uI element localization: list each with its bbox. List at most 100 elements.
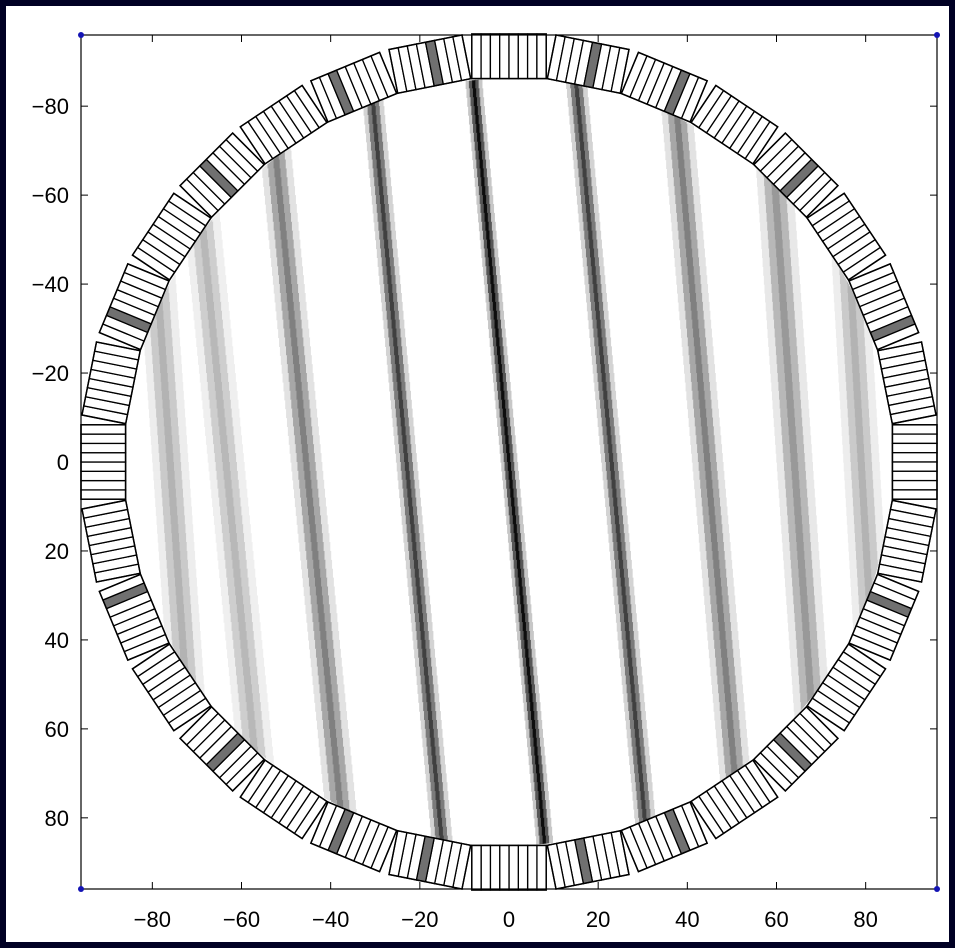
detector-element bbox=[526, 33, 538, 80]
y-tick-label: 60 bbox=[45, 717, 69, 742]
detector-element bbox=[489, 844, 501, 891]
detector-module-outline bbox=[876, 341, 937, 425]
detector-module-outline bbox=[98, 262, 170, 351]
detector-module bbox=[388, 34, 472, 95]
detector-module bbox=[80, 424, 127, 500]
detector-module-outline bbox=[131, 643, 212, 732]
detector-module bbox=[690, 759, 779, 840]
detector-element bbox=[80, 452, 127, 463]
detector-module-outline bbox=[471, 844, 547, 891]
detector-element bbox=[80, 489, 127, 500]
detector-module bbox=[471, 844, 547, 891]
detector-module-outline bbox=[131, 192, 212, 281]
detector-ring bbox=[80, 33, 938, 891]
detector-module-outline bbox=[690, 759, 779, 840]
detector-module bbox=[620, 51, 709, 123]
detector-module-outline bbox=[178, 705, 266, 793]
detector-module bbox=[81, 499, 142, 583]
detector-element bbox=[499, 844, 510, 891]
detector-module-outline bbox=[239, 759, 328, 840]
corner-marker bbox=[934, 32, 940, 38]
detector-element bbox=[80, 424, 127, 435]
y-tick-label: −40 bbox=[32, 272, 69, 297]
detector-module bbox=[546, 34, 630, 95]
y-tick-label: −60 bbox=[32, 183, 69, 208]
detector-element bbox=[517, 844, 529, 891]
detector-module-outline bbox=[546, 34, 630, 95]
detector-element bbox=[508, 844, 519, 891]
fringe-stripe bbox=[465, 79, 553, 846]
x-tick-label: −80 bbox=[134, 907, 171, 932]
detector-module bbox=[388, 829, 472, 890]
detector-module-outline bbox=[876, 499, 937, 583]
detector-module-outline bbox=[752, 705, 840, 793]
detector-element bbox=[80, 442, 127, 454]
detector-module bbox=[178, 705, 266, 793]
detector-module-outline bbox=[309, 51, 398, 123]
x-tick-label: −60 bbox=[223, 907, 260, 932]
detector-element bbox=[891, 442, 938, 454]
detector-module-outline bbox=[690, 84, 779, 165]
detector-module bbox=[690, 84, 779, 165]
detector-module bbox=[620, 801, 709, 873]
x-tick-label: −20 bbox=[401, 907, 438, 932]
detector-element bbox=[480, 33, 492, 80]
detector-module bbox=[81, 341, 142, 425]
detector-module bbox=[239, 759, 328, 840]
detector-element bbox=[517, 33, 529, 80]
y-tick-label: 0 bbox=[57, 450, 69, 475]
detector-module-outline bbox=[309, 801, 398, 873]
detector-module-outline bbox=[848, 573, 920, 662]
detector-element bbox=[536, 33, 547, 80]
detector-module-outline bbox=[620, 51, 709, 123]
corner-marker bbox=[934, 886, 940, 892]
x-tick-label: 20 bbox=[586, 907, 610, 932]
detector-module-outline bbox=[620, 801, 709, 873]
detector-module bbox=[806, 192, 887, 281]
detector-module bbox=[98, 573, 170, 662]
detector-module-outline bbox=[178, 131, 266, 219]
detector-module bbox=[98, 262, 170, 351]
detector-element bbox=[891, 452, 938, 463]
detector-module-outline bbox=[239, 84, 328, 165]
detector-module-outline bbox=[81, 499, 142, 583]
detector-module-outline bbox=[546, 829, 630, 890]
detector-module-outline bbox=[471, 33, 547, 80]
detector-module-outline bbox=[81, 341, 142, 425]
fringe-stripe bbox=[253, 79, 360, 846]
detector-module bbox=[848, 573, 920, 662]
y-tick-label: −80 bbox=[32, 94, 69, 119]
corner-marker bbox=[78, 32, 84, 38]
detector-element bbox=[891, 489, 938, 500]
detector-module bbox=[239, 84, 328, 165]
detector-module-outline bbox=[848, 262, 920, 351]
detector-element bbox=[80, 433, 127, 445]
detector-module-outline bbox=[806, 643, 887, 732]
x-tick-label: −40 bbox=[312, 907, 349, 932]
detector-element bbox=[891, 470, 938, 482]
detector-module bbox=[876, 341, 937, 425]
detector-module bbox=[806, 643, 887, 732]
detector-module bbox=[309, 801, 398, 873]
detector-module bbox=[178, 131, 266, 219]
detector-element bbox=[526, 844, 538, 891]
detector-element bbox=[80, 470, 127, 482]
detector-element bbox=[480, 844, 492, 891]
corner-markers bbox=[78, 32, 940, 892]
detector-element bbox=[891, 424, 938, 435]
fringe-stripe bbox=[659, 79, 757, 846]
x-tick-label: 40 bbox=[675, 907, 699, 932]
x-tick-label: 80 bbox=[853, 907, 877, 932]
y-tick-label: 40 bbox=[45, 628, 69, 653]
detector-module bbox=[471, 33, 547, 80]
corner-marker bbox=[78, 886, 84, 892]
detector-element bbox=[891, 461, 938, 472]
detector-element bbox=[80, 479, 127, 491]
detector-module bbox=[752, 705, 840, 793]
x-tick-label: 60 bbox=[764, 907, 788, 932]
detector-element bbox=[891, 433, 938, 445]
x-axis: −80 −60 −40 −20 0 20 40 60 80 bbox=[134, 35, 878, 932]
detector-element bbox=[489, 33, 501, 80]
detector-module bbox=[752, 131, 840, 219]
detector-element bbox=[80, 461, 127, 472]
